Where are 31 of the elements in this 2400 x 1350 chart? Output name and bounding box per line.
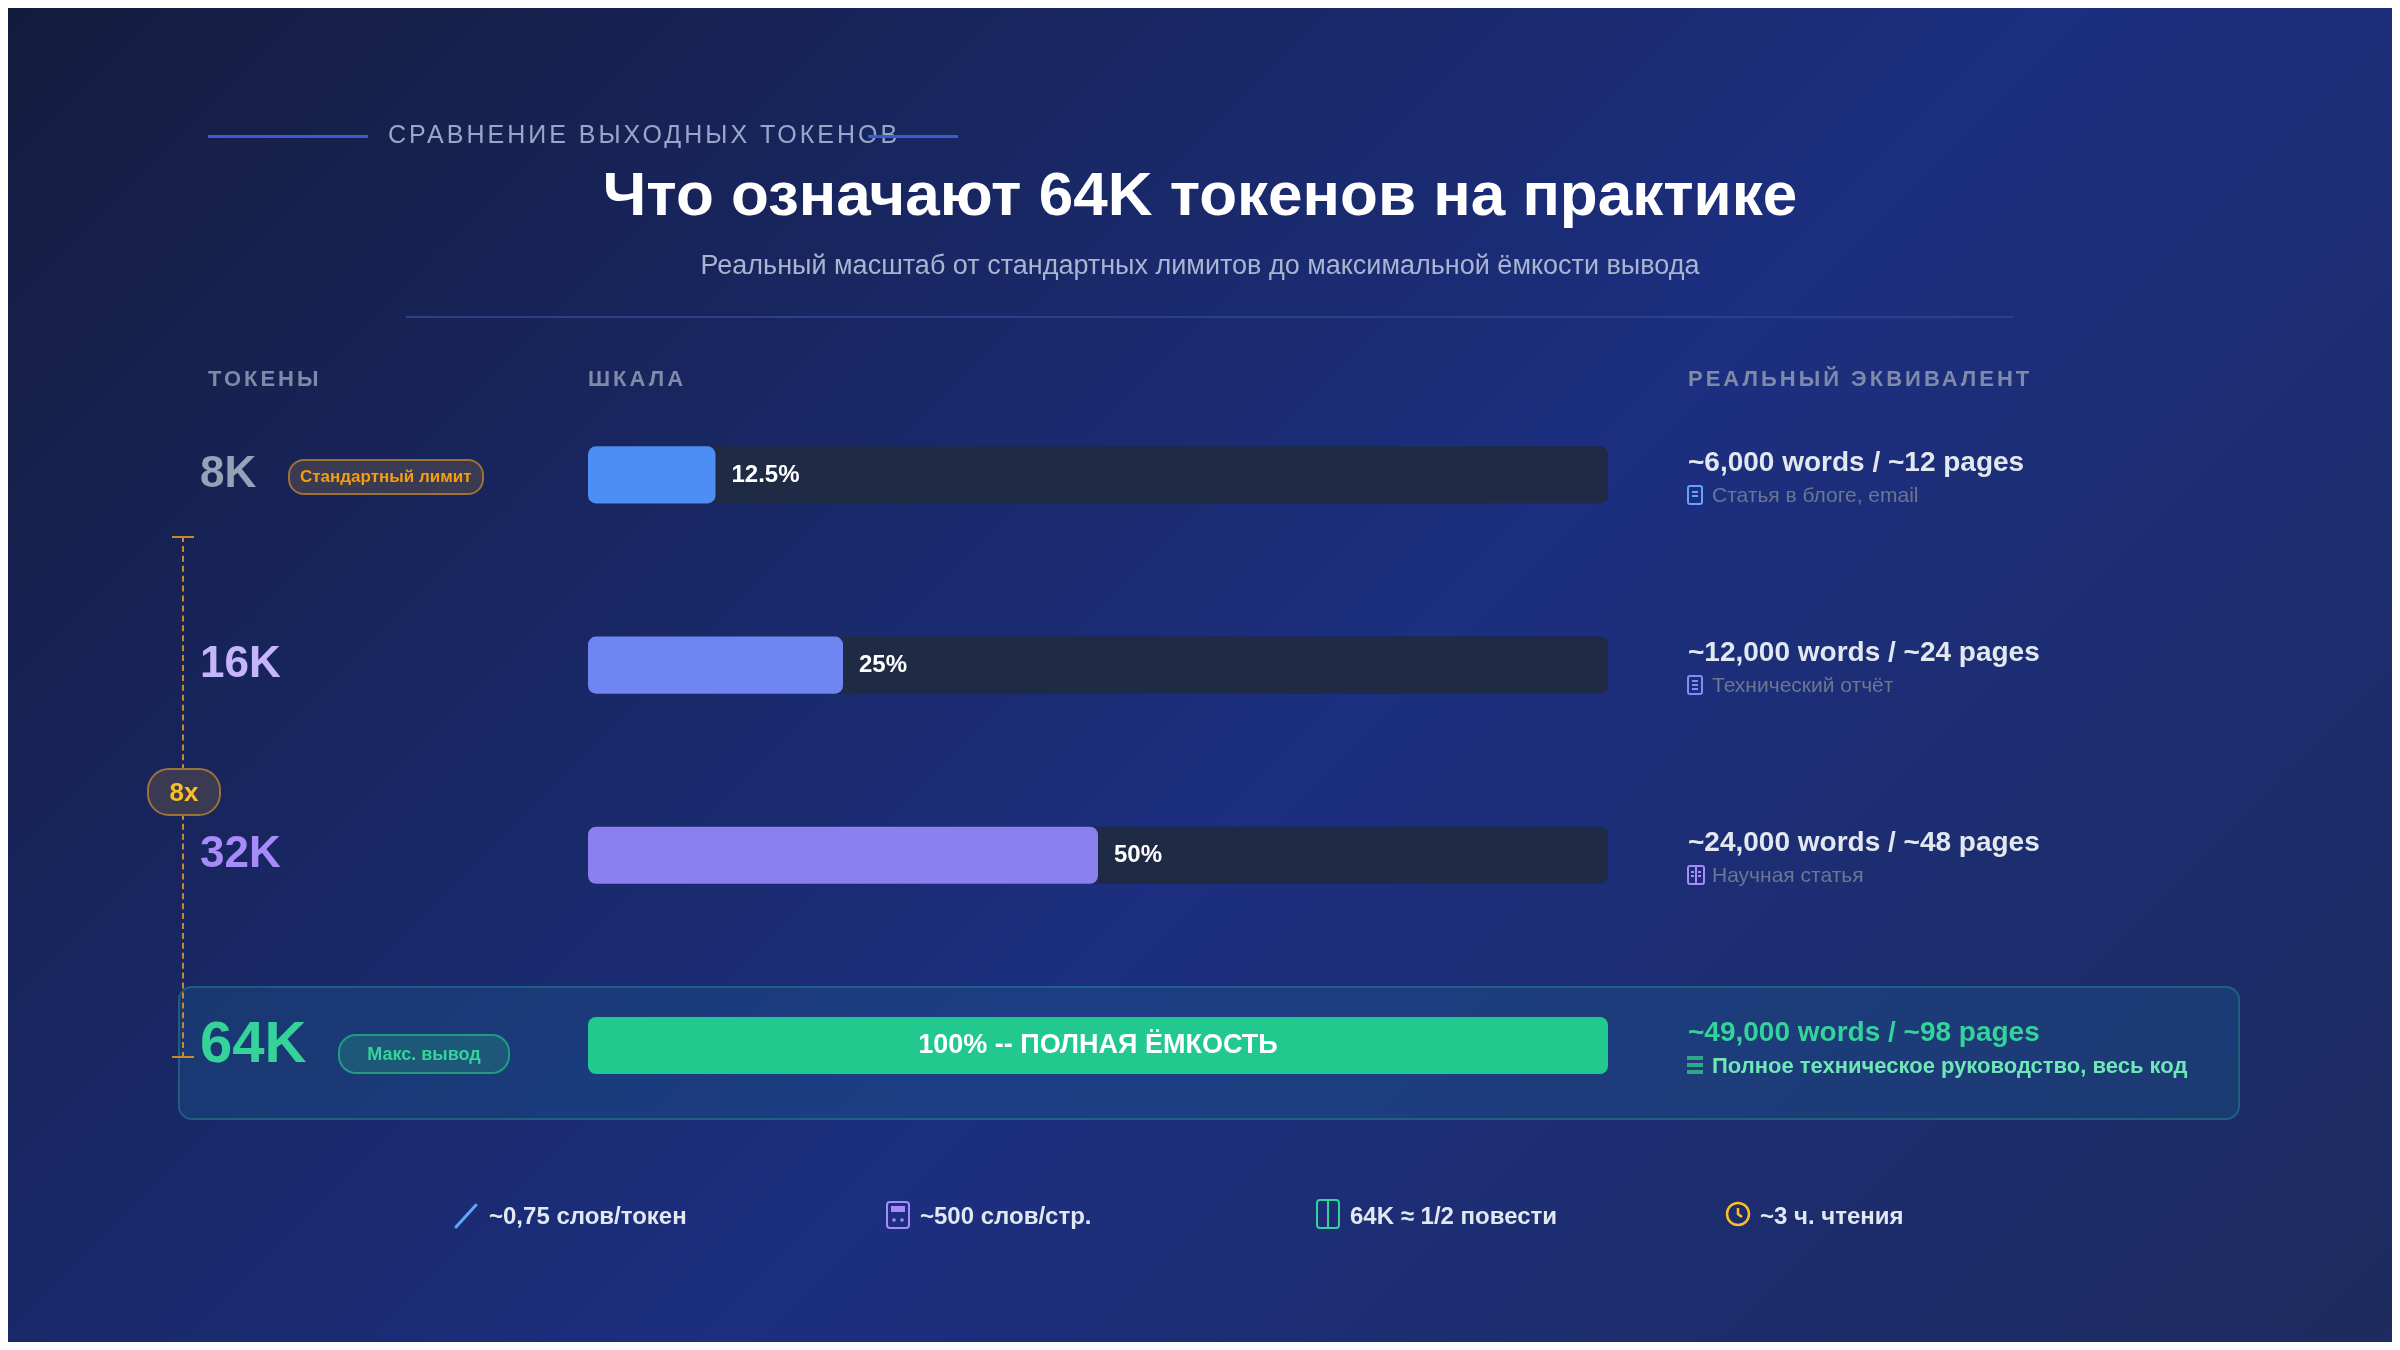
text: Макс. вывод: [338, 1034, 510, 1074]
text: Полное техническое руководство, весь код: [1712, 1053, 2188, 1079]
y-tick-label: 64K: [200, 1008, 307, 1074]
chart-subtitle: Реальный масштаб от стандартных лимитов до максимальной ёмкости вывода: [699, 250, 1701, 281]
text: СРАВНЕНИЕ ВЫХОДНЫХ ТОКЕНОВ: [388, 120, 901, 149]
text: Стандартный лимит: [288, 459, 484, 495]
text: ~500 слов/стр.: [920, 1202, 1092, 1230]
text: 8x: [147, 768, 221, 816]
text: ~12,000 words / ~24 pages: [1688, 636, 2040, 668]
text: Технический отчёт: [1712, 673, 1894, 697]
text: Статья в блоге, email: [1712, 483, 1919, 507]
text: ~49,000 words / ~98 pages: [1688, 1016, 2040, 1048]
text: ~24,000 words / ~48 pages: [1688, 826, 2040, 858]
data-label: 100% -- ПОЛНАЯ ЁМКОСТЬ: [918, 1028, 1278, 1059]
text: РЕАЛЬНЫЙ ЭКВИВАЛЕНТ: [1688, 366, 2033, 392]
bar: [588, 636, 843, 694]
text: ~6,000 words / ~12 pages: [1688, 446, 2025, 478]
text: ~3 ч. чтения: [1760, 1202, 1904, 1230]
data-label: 25%: [859, 649, 908, 677]
y-tick-label: 8K: [200, 447, 257, 497]
text: Научная статья: [1712, 863, 1864, 887]
text: ТОКЕНЫ: [208, 366, 322, 392]
text: 64K ≈ 1/2 повести: [1350, 1202, 1558, 1230]
text: ~0,75 слов/токен: [489, 1202, 687, 1230]
annotation: ШКАЛА: [588, 366, 687, 392]
chart-title: Что означают 64K токенов на практике: [601, 158, 1799, 229]
bar: [588, 446, 716, 504]
data-label: 50%: [1114, 839, 1163, 867]
y-tick-label: 32K: [200, 827, 281, 877]
data-label: 12.5%: [731, 459, 800, 487]
y-tick-label: 16K: [200, 637, 281, 687]
